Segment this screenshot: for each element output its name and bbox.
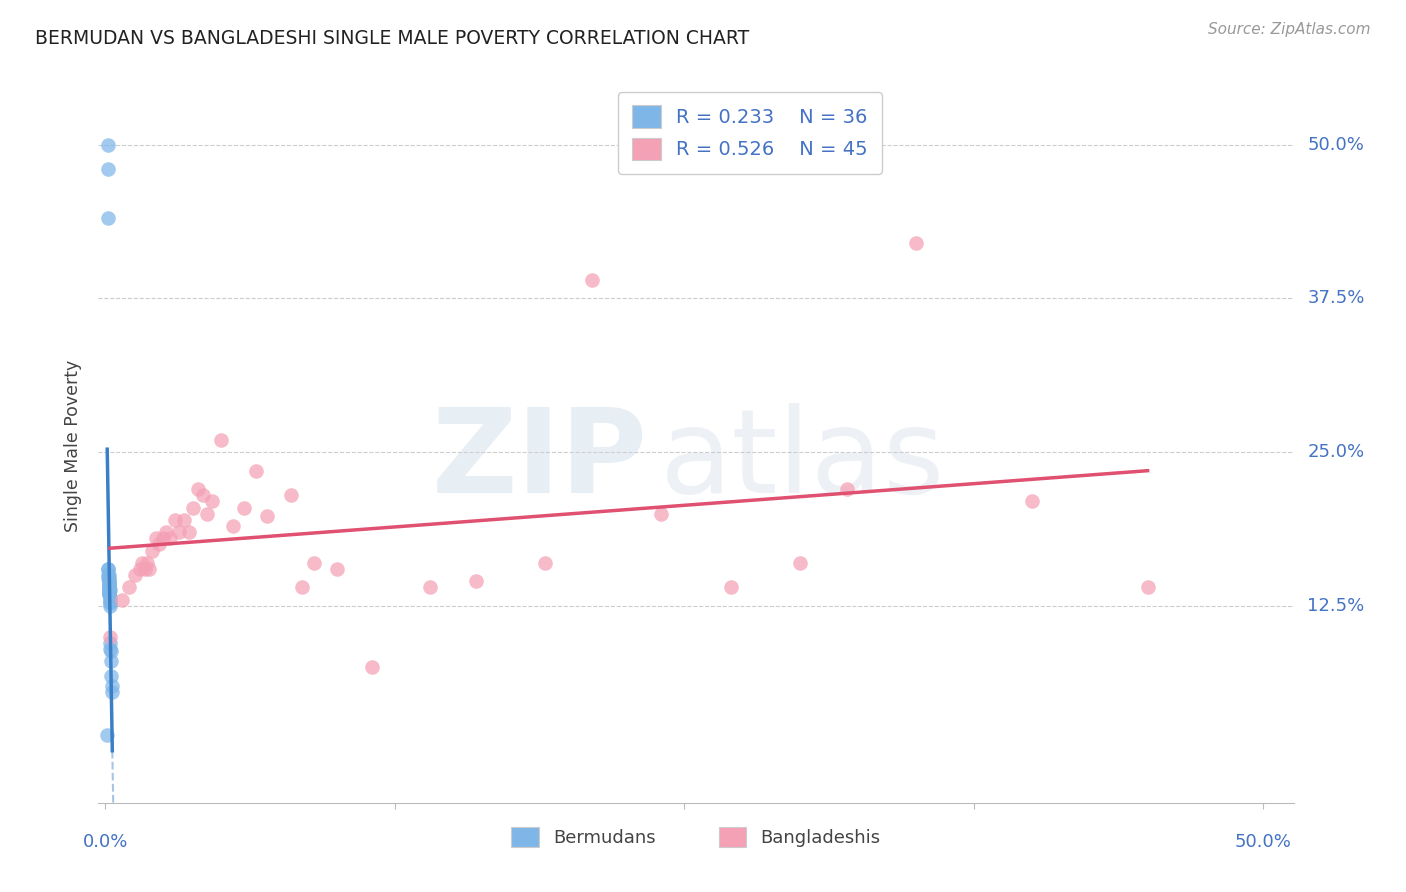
Point	[789, 556, 811, 570]
Point	[98, 597, 121, 611]
Point	[98, 599, 121, 613]
Point	[100, 669, 122, 683]
Point	[100, 644, 122, 658]
Point	[97, 574, 120, 589]
Point	[195, 507, 218, 521]
Point	[97, 587, 120, 601]
Point	[97, 162, 120, 177]
Point	[98, 591, 121, 605]
Point	[280, 488, 302, 502]
Point	[96, 728, 118, 742]
Point	[148, 537, 170, 551]
Text: 50.0%: 50.0%	[1308, 136, 1364, 153]
Point	[177, 525, 200, 540]
Point	[100, 636, 122, 650]
Point	[97, 576, 120, 591]
Point	[98, 582, 121, 597]
Point	[97, 581, 120, 595]
Text: 12.5%: 12.5%	[1308, 597, 1365, 615]
Point	[136, 556, 159, 570]
Legend: Bermudans, Bangladeshis: Bermudans, Bangladeshis	[505, 820, 887, 855]
Point	[650, 507, 672, 521]
Point	[134, 562, 156, 576]
Point	[835, 482, 858, 496]
Point	[131, 556, 153, 570]
Point	[173, 513, 195, 527]
Text: Source: ZipAtlas.com: Source: ZipAtlas.com	[1208, 22, 1371, 37]
Point	[191, 488, 214, 502]
Point	[98, 587, 121, 601]
Point	[419, 581, 441, 595]
Point	[155, 525, 177, 540]
Text: 37.5%: 37.5%	[1308, 289, 1365, 308]
Point	[98, 581, 121, 595]
Point	[581, 273, 603, 287]
Point	[302, 556, 325, 570]
Point	[904, 235, 927, 250]
Y-axis label: Single Male Poverty: Single Male Poverty	[65, 359, 83, 533]
Point	[1021, 494, 1043, 508]
Point	[100, 642, 122, 657]
Point	[201, 494, 224, 508]
Point	[97, 571, 120, 585]
Point	[98, 581, 121, 595]
Point	[97, 582, 120, 597]
Text: BERMUDAN VS BANGLADESHI SINGLE MALE POVERTY CORRELATION CHART: BERMUDAN VS BANGLADESHI SINGLE MALE POVE…	[35, 29, 749, 47]
Point	[97, 574, 120, 589]
Point	[465, 574, 488, 589]
Point	[245, 464, 267, 478]
Point	[183, 500, 205, 515]
Point	[98, 595, 121, 609]
Point	[98, 587, 121, 601]
Point	[97, 571, 120, 585]
Point	[145, 531, 167, 545]
Point	[233, 500, 256, 515]
Point	[98, 630, 121, 644]
Point	[117, 581, 139, 595]
Text: ZIP: ZIP	[432, 403, 648, 517]
Point	[291, 581, 314, 595]
Point	[97, 211, 120, 226]
Point	[222, 519, 245, 533]
Text: 25.0%: 25.0%	[1308, 443, 1365, 461]
Point	[163, 513, 186, 527]
Point	[129, 562, 152, 576]
Point	[98, 576, 121, 591]
Point	[141, 543, 163, 558]
Point	[326, 562, 349, 576]
Point	[97, 568, 120, 582]
Point	[97, 562, 120, 576]
Point	[152, 531, 174, 545]
Point	[720, 581, 742, 595]
Point	[169, 525, 191, 540]
Point	[159, 531, 181, 545]
Point	[110, 592, 132, 607]
Point	[256, 509, 278, 524]
Point	[97, 568, 120, 582]
Point	[138, 562, 160, 576]
Point	[98, 582, 121, 597]
Point	[101, 679, 124, 693]
Text: 50.0%: 50.0%	[1234, 833, 1292, 851]
Point	[187, 482, 209, 496]
Point	[100, 654, 122, 668]
Point	[97, 562, 120, 576]
Point	[534, 556, 557, 570]
Point	[101, 685, 124, 699]
Point	[124, 568, 146, 582]
Point	[360, 660, 382, 674]
Point	[98, 582, 121, 597]
Point	[1136, 581, 1159, 595]
Point	[97, 137, 120, 152]
Text: atlas: atlas	[661, 403, 945, 517]
Point	[98, 592, 121, 607]
Text: 0.0%: 0.0%	[83, 833, 128, 851]
Point	[209, 433, 232, 447]
